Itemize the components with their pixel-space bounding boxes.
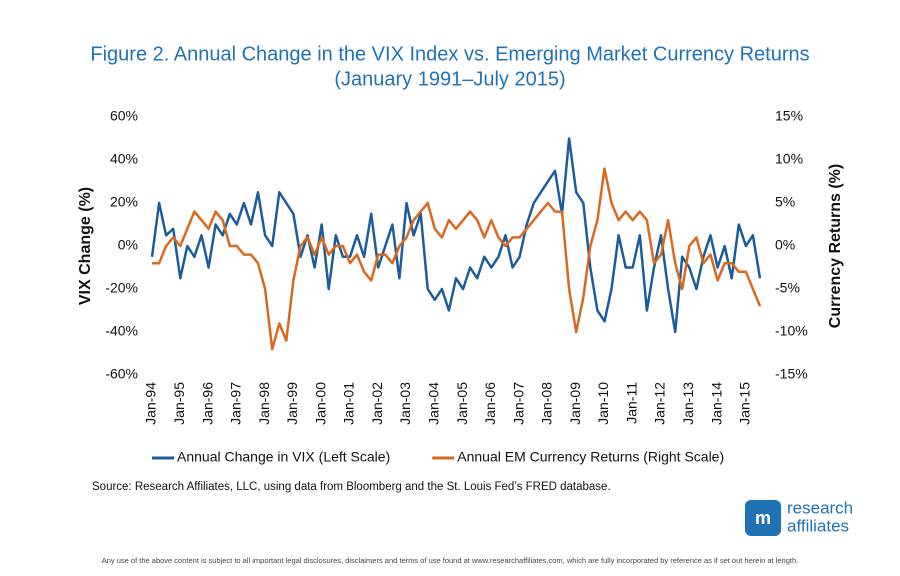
x-tick-label: Jan-03 [397, 382, 413, 425]
chart-title: Figure 2. Annual Change in the VIX Index… [90, 43, 809, 65]
x-tick-label: Jan-06 [482, 382, 498, 425]
source-note: Source: Research Affiliates, LLC, using … [92, 481, 611, 493]
x-tick-label: Jan-99 [284, 382, 300, 425]
logo-icon [745, 500, 781, 536]
x-tick-label: Jan-08 [539, 382, 555, 425]
y-axis-label: VIX Change (%) [77, 187, 94, 305]
x-tick-label: Jan-97 [228, 382, 244, 425]
y-tick-label: -20% [105, 280, 138, 296]
x-tick-label: Jan-09 [567, 382, 583, 425]
y2-axis-label: Currency Returns (%) [827, 164, 844, 328]
x-tick-label: Jan-98 [256, 382, 272, 425]
chart-subtitle: (January 1991–July 2015) [334, 68, 565, 90]
legend-label: Annual EM Currency Returns (Right Scale) [457, 449, 724, 465]
x-tick-label: Jan-02 [369, 382, 385, 425]
x-tick-label: Jan-04 [425, 382, 441, 425]
x-tick-label: Jan-07 [510, 382, 526, 425]
logo-glyph: m [755, 508, 771, 528]
x-tick-label: Jan-96 [199, 382, 215, 425]
x-tick-label: Jan-12 [652, 382, 668, 425]
y2-tick-label: 10% [775, 151, 803, 167]
y2-tick-label: 0% [775, 237, 795, 253]
disclaimer: Any use of the above content is subject … [102, 556, 798, 565]
x-tick-label: Jan-01 [341, 382, 357, 425]
x-tick-label: Jan-13 [680, 382, 696, 425]
x-tick-label: Jan-11 [623, 382, 639, 424]
data-line [150, 137, 762, 334]
y2-tick-label: -5% [775, 280, 800, 296]
data-line [152, 167, 762, 351]
y-tick-label: -40% [105, 323, 138, 339]
x-tick-label: Jan-00 [312, 382, 328, 425]
x-tick-label: Jan-14 [708, 382, 724, 425]
y2-tick-label: -15% [775, 366, 808, 382]
x-tick-label: Jan-10 [595, 382, 611, 425]
x-tick-label: Jan-94 [143, 382, 159, 425]
logo-text: research [787, 498, 853, 517]
y-tick-label: 0% [118, 237, 138, 253]
y2-tick-label: 5% [775, 194, 795, 210]
x-tick-label: Jan-15 [737, 382, 753, 425]
y-tick-label: 20% [110, 194, 138, 210]
x-tick-label: Jan-95 [171, 382, 187, 425]
legend-label: Annual Change in VIX (Left Scale) [177, 449, 390, 465]
y-tick-label: -60% [105, 366, 138, 382]
y-tick-label: 60% [110, 108, 138, 124]
y-tick-label: 40% [110, 151, 138, 167]
logo-text: affiliates [787, 516, 849, 535]
x-tick-label: Jan-05 [454, 382, 470, 425]
y2-tick-label: 15% [775, 108, 803, 124]
y2-tick-label: -10% [775, 323, 808, 339]
